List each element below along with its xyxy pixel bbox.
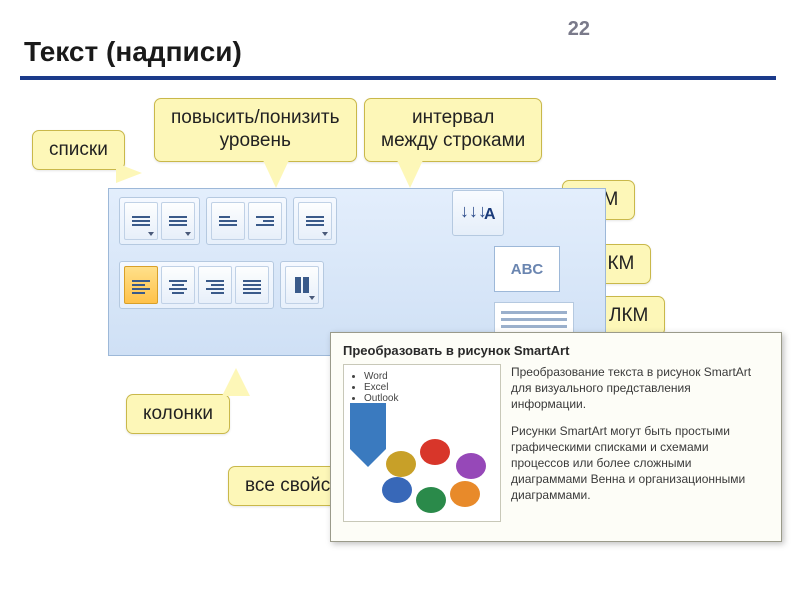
circle bbox=[450, 481, 480, 507]
circle bbox=[456, 453, 486, 479]
group-spacing bbox=[293, 197, 337, 245]
group-lists bbox=[119, 197, 200, 245]
circle bbox=[386, 451, 416, 477]
decrease-indent-button[interactable] bbox=[211, 202, 245, 240]
callout-lists: списки bbox=[32, 130, 125, 170]
tooltip-p1: Преобразование текста в рисунок SmartArt… bbox=[511, 364, 769, 413]
preview-item: Excel bbox=[364, 382, 494, 393]
preview-item: Word bbox=[364, 371, 494, 382]
callout-columns: колонки bbox=[126, 394, 230, 434]
line-spacing-button[interactable] bbox=[298, 202, 332, 240]
tooltip-preview-list: Word Excel Outlook bbox=[350, 371, 494, 404]
callout-spacing: интервал между строками bbox=[364, 98, 542, 162]
page-title: Текст (надписи) bbox=[24, 36, 242, 68]
ribbon-row-1 bbox=[109, 189, 605, 253]
circle bbox=[416, 487, 446, 513]
bullets-button[interactable] bbox=[124, 202, 158, 240]
align-right-button[interactable] bbox=[198, 266, 232, 304]
callout-columns-tail bbox=[222, 368, 250, 396]
text-direction-icon: ↓↓↓ A bbox=[458, 197, 498, 229]
page-number: 22 bbox=[568, 18, 590, 41]
text-direction-button[interactable]: ↓↓↓ A bbox=[452, 190, 504, 236]
group-align bbox=[119, 261, 274, 309]
tooltip-text: Преобразование текста в рисунок SmartArt… bbox=[511, 364, 769, 522]
justify-button[interactable] bbox=[235, 266, 269, 304]
callout-lists-tail bbox=[116, 163, 142, 183]
callout-level-tail bbox=[262, 158, 290, 188]
svg-text:A: A bbox=[484, 206, 496, 223]
smartart-tooltip: Преобразовать в рисунок SmartArt Word Ex… bbox=[330, 332, 782, 542]
smartart-circles bbox=[376, 439, 494, 513]
abc-quick-style-button[interactable]: ABC bbox=[494, 246, 560, 292]
numbering-button[interactable] bbox=[161, 202, 195, 240]
group-indent bbox=[206, 197, 287, 245]
callout-spacing-tail bbox=[396, 158, 424, 188]
circle bbox=[382, 477, 412, 503]
tooltip-p2: Рисунки SmartArt могут быть простыми гра… bbox=[511, 423, 769, 504]
tooltip-preview: Word Excel Outlook bbox=[343, 364, 501, 522]
columns-button[interactable] bbox=[285, 266, 319, 304]
align-center-button[interactable] bbox=[161, 266, 195, 304]
increase-indent-button[interactable] bbox=[248, 202, 282, 240]
circle bbox=[420, 439, 450, 465]
callout-level: повысить/понизить уровень bbox=[154, 98, 357, 162]
align-left-button[interactable] bbox=[124, 266, 158, 304]
tooltip-title: Преобразовать в рисунок SmartArt bbox=[343, 343, 769, 358]
svg-text:↓↓↓: ↓↓↓ bbox=[460, 201, 487, 221]
title-underline bbox=[20, 76, 776, 80]
group-columns bbox=[280, 261, 324, 309]
